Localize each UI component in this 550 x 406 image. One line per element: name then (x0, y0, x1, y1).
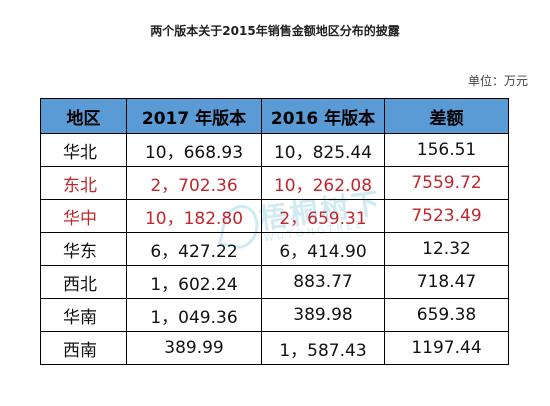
difference-cell: 1197.44 (384, 331, 509, 365)
value-2016-cell: 10，262.08 (261, 166, 385, 200)
table-row: 华南 1，049.36 389.98 659.38 (40, 298, 509, 332)
region-cell: 华南 (40, 298, 127, 332)
difference-cell: 659.38 (384, 298, 509, 332)
difference-cell: 7559.72 (384, 166, 509, 200)
region-cell: 东北 (40, 166, 127, 200)
unit-label: 单位：万元 (467, 74, 528, 88)
region-cell: 华东 (40, 232, 127, 266)
region-cell: 西南 (40, 331, 127, 365)
value-2017-cell: 10，668.93 (126, 133, 262, 167)
value-2016-cell: 6，414.90 (261, 232, 385, 266)
header-2016-version: 2016 年版本 (261, 98, 385, 134)
value-2016-cell: 1，587.43 (261, 331, 385, 365)
value-2017-cell: 6，427.22 (126, 232, 262, 266)
table-row: 西北 1，602.24 883.77 718.47 (40, 265, 509, 299)
sales-region-table: 地区 2017 年版本 2016 年版本 差额 华北 10，668.93 10，… (40, 98, 509, 365)
region-cell: 西北 (40, 265, 127, 299)
value-2017-cell: 1，602.24 (126, 265, 262, 299)
value-2017-cell: 10，182.80 (126, 199, 262, 233)
table-row: 华北 10，668.93 10，825.44 156.51 (40, 133, 509, 167)
difference-cell: 7523.49 (384, 199, 509, 233)
table-header-row: 地区 2017 年版本 2016 年版本 差额 (40, 98, 509, 134)
value-2016-cell: 2，659.31 (261, 199, 385, 233)
value-2016-cell: 883.77 (261, 265, 385, 299)
document-title: 两个版本关于2015年销售金额地区分布的披露 (150, 24, 400, 38)
region-cell: 华北 (40, 133, 127, 167)
header-difference: 差额 (384, 98, 509, 134)
region-cell: 华中 (40, 199, 127, 233)
value-2016-cell: 389.98 (261, 298, 385, 332)
value-2016-cell: 10，825.44 (261, 133, 385, 167)
table-row: 华中 10，182.80 2，659.31 7523.49 (40, 199, 509, 233)
header-region: 地区 (40, 98, 127, 134)
difference-cell: 718.47 (384, 265, 509, 299)
table-row: 华东 6，427.22 6，414.90 12.32 (40, 232, 509, 266)
value-2017-cell: 2，702.36 (126, 166, 262, 200)
table-row: 东北 2，702.36 10，262.08 7559.72 (40, 166, 509, 200)
difference-cell: 12.32 (384, 232, 509, 266)
value-2017-cell: 389.99 (126, 331, 262, 365)
value-2017-cell: 1，049.36 (126, 298, 262, 332)
difference-cell: 156.51 (384, 133, 509, 167)
table-row: 西南 389.99 1，587.43 1197.44 (40, 331, 509, 365)
header-2017-version: 2017 年版本 (126, 98, 262, 134)
